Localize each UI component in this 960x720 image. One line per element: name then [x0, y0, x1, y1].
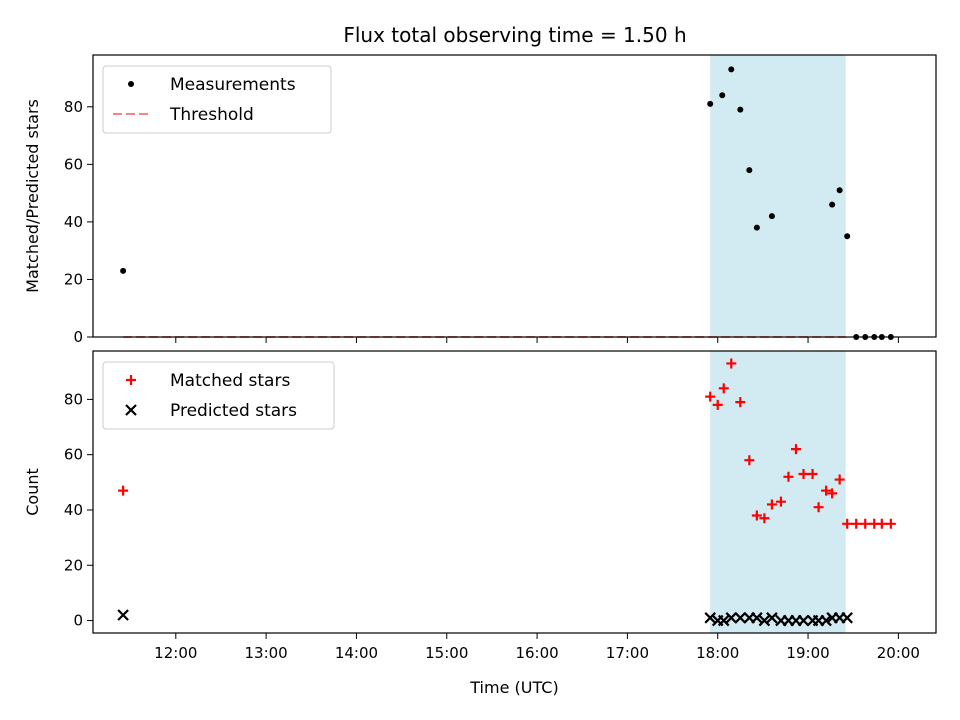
data-point: [885, 518, 896, 529]
legend-box: [102, 65, 332, 134]
data-point: [737, 106, 744, 113]
y-axis-label: Count: [23, 468, 42, 516]
legend-swatch: [125, 404, 137, 416]
data-point: [719, 92, 726, 99]
data-point: [728, 66, 735, 73]
legend: Measurements Threshold: [102, 65, 332, 134]
data-point: [118, 485, 129, 496]
legend-label: Threshold: [169, 105, 254, 125]
plot-frame: [92, 350, 937, 634]
data-point: [851, 518, 862, 529]
series-matched-stars: [118, 358, 896, 529]
x-tick-label: 17:00: [606, 644, 649, 662]
legend-swatch: [126, 375, 136, 385]
x-tick-label: 18:00: [696, 644, 739, 662]
y-tick-label: 40: [64, 213, 83, 231]
legend-label: Measurements: [170, 75, 296, 95]
x-tick-label: 14:00: [335, 644, 378, 662]
data-point: [751, 612, 763, 624]
y-tick-label: 40: [64, 501, 83, 519]
data-point: [836, 187, 843, 194]
y-tick-label: 60: [64, 446, 83, 464]
data-point: [820, 614, 832, 627]
data-point: [705, 391, 716, 402]
bottom-chart: 0 20 40 60 80 12:00 13:00 14:00 15:00 16:00 17:00 1…: [23, 350, 937, 697]
series-predicted-stars: [117, 609, 853, 627]
data-point: [860, 518, 871, 529]
data-point: [744, 455, 755, 466]
data-point: [775, 496, 786, 507]
data-point: [704, 612, 716, 624]
y-axis-label: Matched/Predicted stars: [23, 99, 42, 293]
data-point: [726, 358, 737, 369]
data-point: [807, 469, 818, 480]
data-point: [783, 471, 794, 482]
y-tick-label: 20: [64, 556, 83, 574]
chart-title: Flux total observing time = 1.50 h: [343, 23, 686, 47]
data-point: [829, 201, 836, 208]
legend-box: [102, 361, 335, 430]
data-point: [834, 474, 845, 485]
data-point: [876, 518, 887, 529]
data-point: [734, 612, 747, 624]
data-point: [821, 485, 832, 496]
legend: Matched stars Predicted stars: [102, 361, 335, 430]
x-tick-label: 19:00: [786, 644, 829, 662]
data-point: [841, 612, 853, 624]
data-point: [813, 502, 824, 513]
data-point: [842, 518, 853, 529]
x-tick-label: 20:00: [877, 644, 920, 662]
data-point: [766, 612, 778, 624]
y-tick-label: 0: [73, 328, 83, 346]
data-point: [758, 614, 771, 627]
data-point: [791, 444, 802, 455]
plot-frame: [92, 54, 937, 338]
data-point: [797, 614, 810, 627]
top-chart: 0 20 40 60 80 Matched/Predicted stars Measurem…: [23, 54, 937, 346]
data-point: [751, 510, 762, 521]
data-point: [827, 488, 838, 499]
data-point: [798, 469, 809, 480]
data-point: [725, 612, 738, 624]
data-point: [768, 213, 775, 220]
data-point: [753, 224, 760, 231]
x-tick-label: 13:00: [244, 644, 287, 662]
x-tick-label: 12:00: [154, 644, 197, 662]
data-point: [120, 267, 127, 274]
legend-swatch: [128, 81, 134, 87]
data-point: [844, 233, 851, 240]
x-tick-label: 16:00: [515, 644, 558, 662]
legend-label: Predicted stars: [170, 401, 297, 421]
y-tick-label: 80: [64, 390, 83, 408]
data-point: [759, 513, 770, 524]
data-point: [735, 397, 746, 408]
highlight-span: [710, 351, 846, 633]
x-axis-label: Time (UTC): [469, 678, 558, 697]
data-point: [117, 609, 129, 621]
y-tick-label: 60: [64, 155, 83, 173]
data-point: [707, 100, 714, 107]
y-tick-label: 80: [64, 98, 83, 116]
y-tick-label: 20: [64, 270, 83, 288]
data-point: [717, 614, 730, 627]
highlight-span: [710, 55, 846, 337]
legend-label: Matched stars: [170, 371, 290, 391]
y-tick-label: 0: [73, 612, 83, 630]
data-point: [712, 399, 723, 410]
x-tick-label: 15:00: [425, 644, 468, 662]
data-point: [766, 499, 777, 510]
data-point: [718, 383, 729, 394]
data-point: [746, 167, 753, 174]
